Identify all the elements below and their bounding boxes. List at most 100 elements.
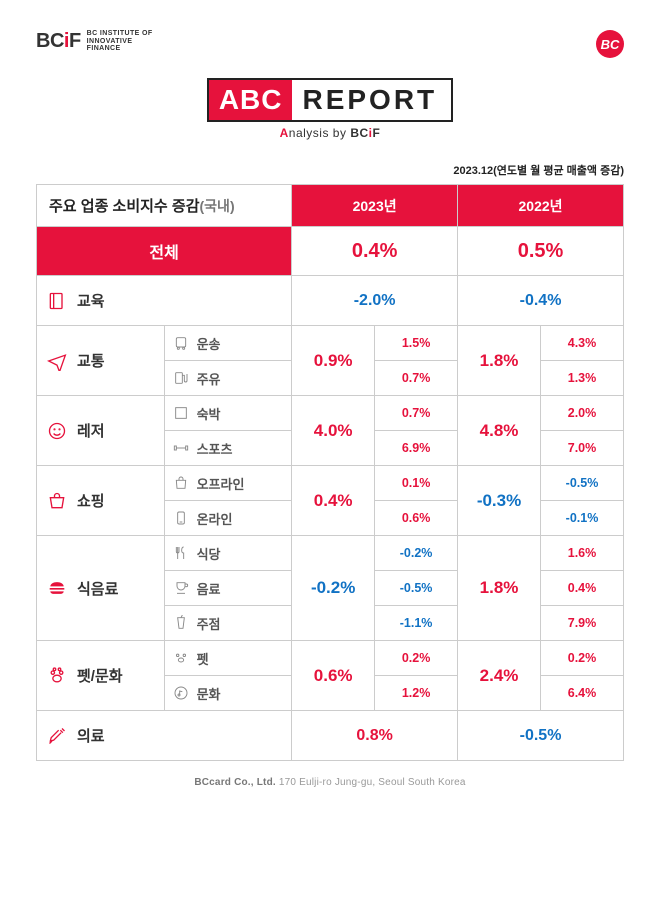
plane-icon xyxy=(47,351,67,371)
food-agg-2023: -0.2% xyxy=(292,536,375,641)
education-2022: -0.4% xyxy=(458,276,624,326)
paw-small-icon xyxy=(173,650,189,666)
dumbbell-icon xyxy=(173,440,189,456)
report-title: ABC REPORT Analysis by BCiF xyxy=(36,78,624,140)
medical-2023: 0.8% xyxy=(292,711,458,761)
sports-2022: 7.0% xyxy=(541,431,624,466)
music-icon xyxy=(173,685,189,701)
lodging-2022: 2.0% xyxy=(541,396,624,431)
logo-bc: BC xyxy=(36,30,64,52)
fuel-label: 주유 xyxy=(197,369,221,388)
lodging-2023: 0.7% xyxy=(375,396,458,431)
offline-2023: 0.1% xyxy=(375,466,458,501)
medical-2022: -0.5% xyxy=(458,711,624,761)
online-2022: -0.1% xyxy=(541,501,624,536)
education-2023: -2.0% xyxy=(292,276,458,326)
smile-icon xyxy=(47,421,67,441)
traffic-label: 교통 xyxy=(77,350,105,371)
header-category: 주요 업종 소비지수 증감(국내) xyxy=(37,185,292,227)
bar-2023: -1.1% xyxy=(375,606,458,641)
online-2023: 0.6% xyxy=(375,501,458,536)
total-label: 전체 xyxy=(37,227,292,276)
bcif-logo: BCiF BC INSTITUTE OF INNOVATIVE FINANCE xyxy=(36,30,153,53)
sports-2023: 6.9% xyxy=(375,431,458,466)
restaurant-2022: 1.6% xyxy=(541,536,624,571)
offline-label: 오프라인 xyxy=(197,474,245,493)
shopping-icon xyxy=(47,491,67,511)
header-2022: 2022년 xyxy=(458,185,624,227)
transport-2023: 1.5% xyxy=(375,326,458,361)
row-total: 전체 0.4% 0.5% xyxy=(37,227,624,276)
petsub-2022: 0.2% xyxy=(541,641,624,676)
drink-icon xyxy=(173,615,189,631)
row-food-1: 식음료 식당 -0.2% -0.2% 1.8% 1.6% xyxy=(37,536,624,571)
fuel-icon xyxy=(173,370,189,386)
title-subtitle: Analysis by BCiF xyxy=(36,126,624,140)
shopping-label: 쇼핑 xyxy=(77,490,105,511)
row-education: 교육 -2.0% -0.4% xyxy=(37,276,624,326)
lodging-label: 숙박 xyxy=(197,404,221,423)
culture-2022: 6.4% xyxy=(541,676,624,711)
petsub-label: 펫 xyxy=(197,649,209,668)
petsub-2023: 0.2% xyxy=(375,641,458,676)
fuel-2023: 0.7% xyxy=(375,361,458,396)
bar-2022: 7.9% xyxy=(541,606,624,641)
beverage-label: 음료 xyxy=(197,579,221,598)
logo-f: F xyxy=(69,30,81,52)
beverage-2022: 0.4% xyxy=(541,571,624,606)
leisure-label: 레저 xyxy=(77,420,105,441)
fuel-2022: 1.3% xyxy=(541,361,624,396)
pet-agg-2023: 0.6% xyxy=(292,641,375,711)
food-label: 식음료 xyxy=(77,578,118,599)
shopping-agg-2023: 0.4% xyxy=(292,466,375,536)
restaurant-2023: -0.2% xyxy=(375,536,458,571)
bc-badge-icon: BC xyxy=(596,30,624,58)
bus-icon xyxy=(173,335,189,351)
table-header-row: 주요 업종 소비지수 증감(국내) 2023년 2022년 xyxy=(37,185,624,227)
total-2023: 0.4% xyxy=(292,227,458,276)
row-traffic-1: 교통 운송 0.9% 1.5% 1.8% 4.3% xyxy=(37,326,624,361)
paw-icon xyxy=(47,666,67,686)
transport-2022: 4.3% xyxy=(541,326,624,361)
bcif-subtitle: BC INSTITUTE OF INNOVATIVE FINANCE xyxy=(87,30,153,53)
cup-icon xyxy=(173,580,189,596)
pet-label: 펫/문화 xyxy=(77,665,123,686)
date-note: 2023.12(연도별 월 평균 매출액 증감) xyxy=(36,162,624,178)
header-2023: 2023년 xyxy=(292,185,458,227)
utensils-icon xyxy=(173,545,189,561)
row-leisure-1: 레저 숙박 4.0% 0.7% 4.8% 2.0% xyxy=(37,396,624,431)
pet-agg-2022: 2.4% xyxy=(458,641,541,711)
medical-label: 의료 xyxy=(77,725,105,746)
transport-label: 운송 xyxy=(197,334,221,353)
culture-label: 문화 xyxy=(197,684,221,703)
culture-2023: 1.2% xyxy=(375,676,458,711)
food-agg-2022: 1.8% xyxy=(458,536,541,641)
row-medical: 의료 0.8% -0.5% xyxy=(37,711,624,761)
traffic-agg-2023: 0.9% xyxy=(292,326,375,396)
burger-icon xyxy=(47,578,67,598)
traffic-agg-2022: 1.8% xyxy=(458,326,541,396)
device-icon xyxy=(173,510,189,526)
leisure-agg-2022: 4.8% xyxy=(458,396,541,466)
sports-label: 스포츠 xyxy=(197,439,233,458)
syringe-icon xyxy=(47,726,67,746)
book-icon xyxy=(47,291,67,311)
footer: BCcard Co., Ltd. 170 Eulji-ro Jung-gu, S… xyxy=(36,777,624,788)
title-abc: ABC xyxy=(209,80,293,120)
hotel-icon xyxy=(173,405,189,421)
leisure-agg-2023: 4.0% xyxy=(292,396,375,466)
offline-2022: -0.5% xyxy=(541,466,624,501)
bag-icon xyxy=(173,475,189,491)
total-2022: 0.5% xyxy=(458,227,624,276)
restaurant-label: 식당 xyxy=(197,544,221,563)
consumption-table: 주요 업종 소비지수 증감(국내) 2023년 2022년 전체 0.4% 0.… xyxy=(36,184,624,761)
title-report: REPORT xyxy=(292,80,451,120)
education-label: 교육 xyxy=(77,290,105,311)
online-label: 온라인 xyxy=(197,509,233,528)
bcif-wordmark: BCiF xyxy=(36,30,81,53)
row-pet-1: 펫/문화 펫 0.6% 0.2% 2.4% 0.2% xyxy=(37,641,624,676)
beverage-2023: -0.5% xyxy=(375,571,458,606)
row-shopping-1: 쇼핑 오프라인 0.4% 0.1% -0.3% -0.5% xyxy=(37,466,624,501)
header: BCiF BC INSTITUTE OF INNOVATIVE FINANCE … xyxy=(36,30,624,58)
bar-label: 주점 xyxy=(197,614,221,633)
